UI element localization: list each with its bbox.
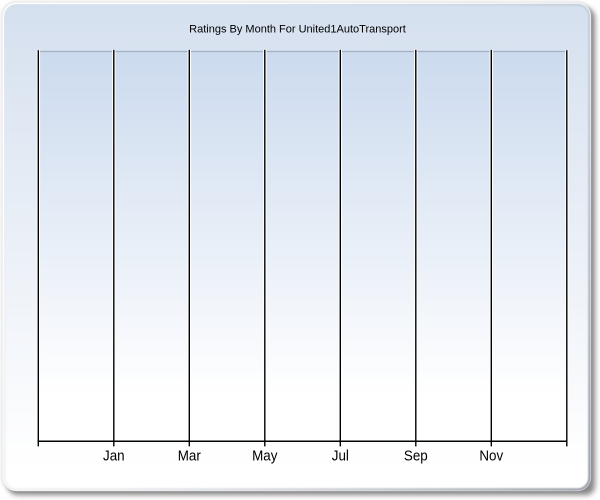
svg-text:Mar: Mar: [178, 448, 201, 465]
svg-text:Jan: Jan: [103, 448, 125, 465]
svg-text:Ratings By Month For United1Au: Ratings By Month For United1AutoTranspor…: [189, 24, 406, 36]
svg-text:May: May: [252, 448, 278, 465]
svg-text:Sep: Sep: [404, 448, 428, 465]
svg-text:Nov: Nov: [479, 448, 504, 465]
svg-text:Jul: Jul: [332, 448, 349, 465]
